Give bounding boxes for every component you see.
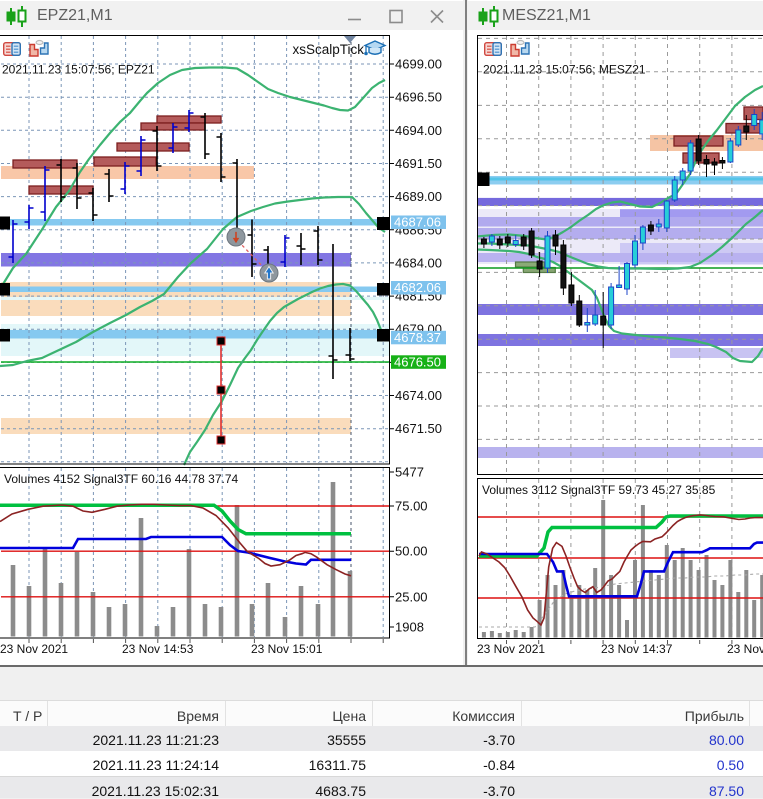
svg-text:4684.00: 4684.00 [395, 255, 442, 270]
svg-text:4689.00: 4689.00 [395, 189, 442, 204]
svg-text:25.00: 25.00 [395, 589, 428, 604]
svg-text:4678.37: 4678.37 [394, 330, 441, 345]
svg-text:2021.11.23 15:07:56; MESZ21: 2021.11.23 15:07:56; MESZ21 [483, 63, 646, 77]
svg-text:23 Nov: 23 Nov [727, 642, 763, 656]
svg-text:4699.00: 4699.00 [395, 57, 442, 72]
svg-text:1908: 1908 [395, 620, 424, 635]
svg-text:4682.06: 4682.06 [394, 280, 441, 295]
svg-text:4696.50: 4696.50 [395, 90, 442, 105]
svg-text:4694.00: 4694.00 [395, 123, 442, 138]
svg-text:23 Nov 2021: 23 Nov 2021 [477, 642, 545, 656]
svg-text:23 Nov 15:01: 23 Nov 15:01 [251, 642, 323, 656]
svg-text:4674.00: 4674.00 [395, 388, 442, 403]
svg-text:23 Nov 14:37: 23 Nov 14:37 [601, 642, 673, 656]
svg-text:Volumes 4152 Signal3TF 60.16 4: Volumes 4152 Signal3TF 60.16 44.78 37.74 [4, 472, 238, 486]
svg-text:5477: 5477 [395, 465, 424, 480]
svg-text:xsScalpTick: xsScalpTick [292, 42, 364, 57]
svg-text:4671.50: 4671.50 [395, 421, 442, 436]
svg-text:2021.11.23 15:07:56; EPZ21: 2021.11.23 15:07:56; EPZ21 [2, 63, 155, 77]
svg-text:4676.50: 4676.50 [394, 354, 441, 369]
svg-text:23 Nov 14:53: 23 Nov 14:53 [122, 642, 194, 656]
svg-text:4687.06: 4687.06 [394, 215, 441, 230]
svg-text:50.00: 50.00 [395, 544, 428, 559]
svg-text:23 Nov 2021: 23 Nov 2021 [0, 642, 68, 656]
svg-text:75.00: 75.00 [395, 499, 428, 514]
svg-text:4691.50: 4691.50 [395, 156, 442, 171]
svg-text:Volumes 3112 Signal3TF 59.73 4: Volumes 3112 Signal3TF 59.73 45.27 35.85 [482, 483, 716, 497]
